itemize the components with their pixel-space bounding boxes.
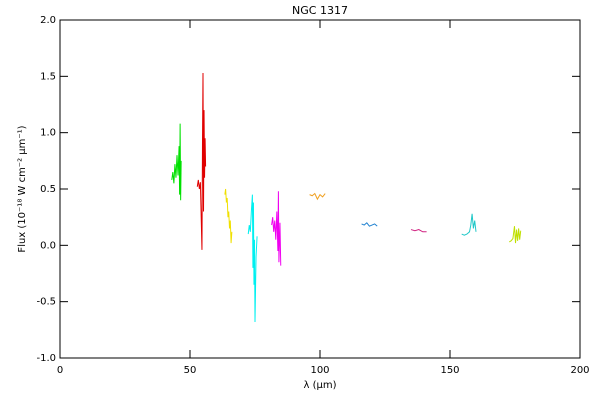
y-tick-label: 1.0	[40, 128, 56, 139]
spectrum-line	[309, 192, 326, 201]
spectrum-line	[461, 213, 477, 236]
spectrum-line	[247, 194, 258, 322]
y-tick-label: 1.5	[40, 71, 56, 82]
y-axis-label: Flux (10⁻¹⁸ W cm⁻² μm⁻¹)	[17, 125, 28, 252]
spectrum-line	[171, 123, 182, 201]
y-tick-label: -1.0	[36, 353, 56, 364]
y-tick-label: 2.0	[40, 15, 56, 26]
x-tick-label: 150	[440, 365, 459, 376]
spectrum-line	[509, 226, 522, 244]
spectrum-line	[224, 188, 233, 244]
x-tick-label: 200	[570, 365, 589, 376]
spectrum-line	[410, 229, 427, 233]
y-tick-label: 0.5	[40, 184, 56, 195]
spectrum-line	[196, 72, 207, 250]
chart-title: NGC 1317	[292, 4, 348, 17]
y-tick-label: -0.5	[36, 297, 56, 308]
plot-frame	[59, 19, 581, 359]
x-tick-label: 50	[184, 365, 197, 376]
y-tick-label: 0.0	[40, 240, 56, 251]
spectrum-line	[271, 191, 282, 266]
x-tick-label: 0	[57, 365, 63, 376]
x-axis-label: λ (μm)	[303, 380, 336, 391]
x-tick-label: 100	[310, 365, 329, 376]
spectrum-line	[361, 222, 378, 227]
